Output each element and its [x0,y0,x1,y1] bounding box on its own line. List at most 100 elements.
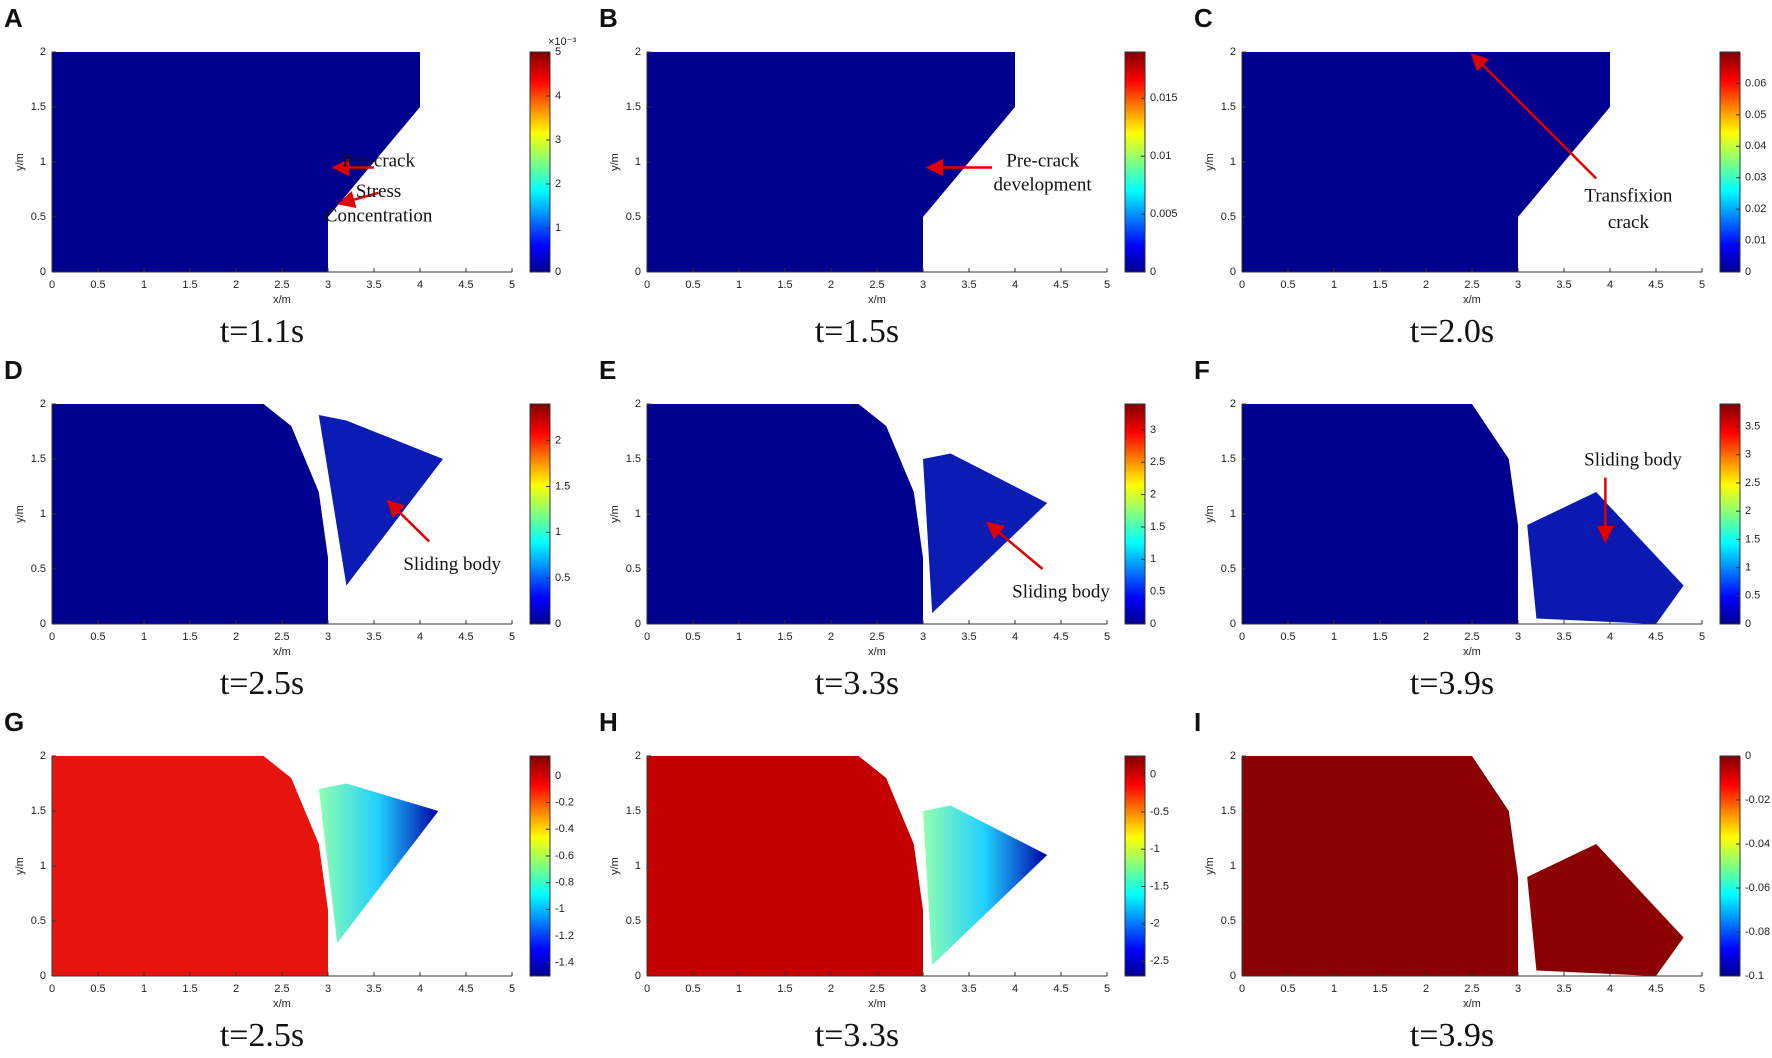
x-tick-label: 4 [1607,983,1613,995]
x-tick-label: 4 [417,631,423,643]
x-tick-label: 0.5 [1280,631,1295,643]
x-tick-label: 2 [828,279,834,291]
colorbar-tick-label: 0.005 [1150,208,1178,220]
x-tick-label: 3.5 [961,983,976,995]
colorbar [1719,51,1741,273]
colorbar-tick-label: 0 [1150,266,1156,278]
x-tick-label: 3 [920,279,926,291]
x-tick-label: 5 [509,279,515,291]
x-tick-label: 3.5 [366,631,381,643]
x-tick-label: 1 [141,631,147,643]
colorbar-tick-label: 1.5 [1150,521,1165,533]
body [1527,844,1684,976]
x-tick-label: 5 [1104,631,1110,643]
y-tick-label: 0.5 [626,915,641,927]
x-tick-label: 3.5 [1556,631,1571,643]
y-axis-label: y/m [14,505,26,523]
panel-letter: H [599,707,618,737]
x-tick-label: 3.5 [961,279,976,291]
x-tick-label: 5 [509,983,515,995]
y-tick-label: 1 [1230,508,1236,520]
colorbar-tick-label: 1 [1745,561,1751,573]
y-tick-label: 1 [635,508,641,520]
x-tick-label: 2.5 [1464,983,1479,995]
x-tick-label: 3 [920,631,926,643]
y-tick-label: 0 [635,266,641,278]
annotation: Transfixion [1584,186,1672,207]
colorbar-tick-label: 0 [555,266,561,278]
y-tick-label: 0 [40,618,46,630]
annotation: Pre-crack [1006,150,1079,171]
x-tick-label: 2 [233,983,239,995]
x-tick-label: 2.5 [274,983,289,995]
y-axis-label: y/m [1204,857,1216,875]
x-tick-label: 4.5 [458,279,473,291]
colorbar-tick-label: 2.5 [1150,456,1165,468]
x-tick-label: 4 [1607,631,1613,643]
colorbar-tick-label: 2 [1745,505,1751,517]
annotation: Pre-crack [342,150,415,171]
annotation: Sliding body [403,554,501,575]
x-tick-label: 2 [233,279,239,291]
colorbar [529,51,551,273]
colorbar-tick-label: 0 [555,770,561,782]
body [1527,492,1684,624]
x-tick-label: 1 [141,983,147,995]
x-tick-label: 1 [736,279,742,291]
x-tick-label: 1.5 [777,279,792,291]
colorbar-tick-label: 2 [555,435,561,447]
x-tick-label: 0.5 [685,631,700,643]
x-tick-label: 0.5 [90,631,105,643]
body [318,415,443,586]
caption: t=2.0s [1410,313,1494,350]
x-tick-label: 1.5 [777,983,792,995]
x-tick-label: 3 [325,631,331,643]
x-tick-label: 2 [828,631,834,643]
colorbar-tick-label: -1 [555,903,565,915]
colorbar-tick-label: 0.01 [1745,234,1766,246]
y-axis-label: y/m [1204,505,1216,523]
x-tick-label: 5 [1104,983,1110,995]
annotation: development [994,175,1093,196]
caption: t=3.3s [815,1017,899,1054]
y-axis-label: y/m [14,153,26,171]
x-tick-label: 2 [828,983,834,995]
x-axis-label: x/m [273,998,291,1010]
caption: t=3.3s [815,665,899,702]
colorbar-tick-label: -0.08 [1745,926,1770,938]
colorbar-tick-label: 0.5 [1150,586,1165,598]
y-tick-label: 2 [635,46,641,58]
x-tick-label: 3.5 [1556,279,1571,291]
y-tick-label: 0 [40,266,46,278]
x-tick-label: 3 [325,983,331,995]
y-tick-label: 2 [40,46,46,58]
x-tick-label: 2.5 [1464,631,1479,643]
annotation: Sliding body [1584,450,1682,471]
x-tick-label: 2 [1423,631,1429,643]
y-tick-label: 0.5 [31,211,46,223]
x-tick-label: 5 [509,631,515,643]
x-tick-label: 4.5 [1648,279,1663,291]
x-tick-label: 4 [417,983,423,995]
x-tick-label: 1 [1331,983,1337,995]
y-tick-label: 0 [40,970,46,982]
colorbar-tick-label: -2 [1150,918,1160,930]
y-tick-label: 1.5 [31,453,46,465]
caption: t=2.5s [220,665,304,702]
colorbar [1719,755,1741,977]
y-tick-label: 1 [40,860,46,872]
x-tick-label: 0 [49,631,55,643]
caption: t=3.9s [1410,665,1494,702]
annotation: Sliding body [1012,582,1110,603]
x-tick-label: 4.5 [458,983,473,995]
colorbar-tick-label: 0 [1745,618,1751,630]
x-tick-label: 0 [1239,983,1245,995]
annotation: Concentration [325,205,433,226]
x-tick-label: 5 [1699,631,1705,643]
panel-letter: G [4,707,24,737]
x-tick-label: 0.5 [90,279,105,291]
y-tick-label: 0.5 [1221,563,1236,575]
y-tick-label: 1.5 [626,805,641,817]
x-tick-label: 3.5 [366,983,381,995]
x-tick-label: 2.5 [274,279,289,291]
